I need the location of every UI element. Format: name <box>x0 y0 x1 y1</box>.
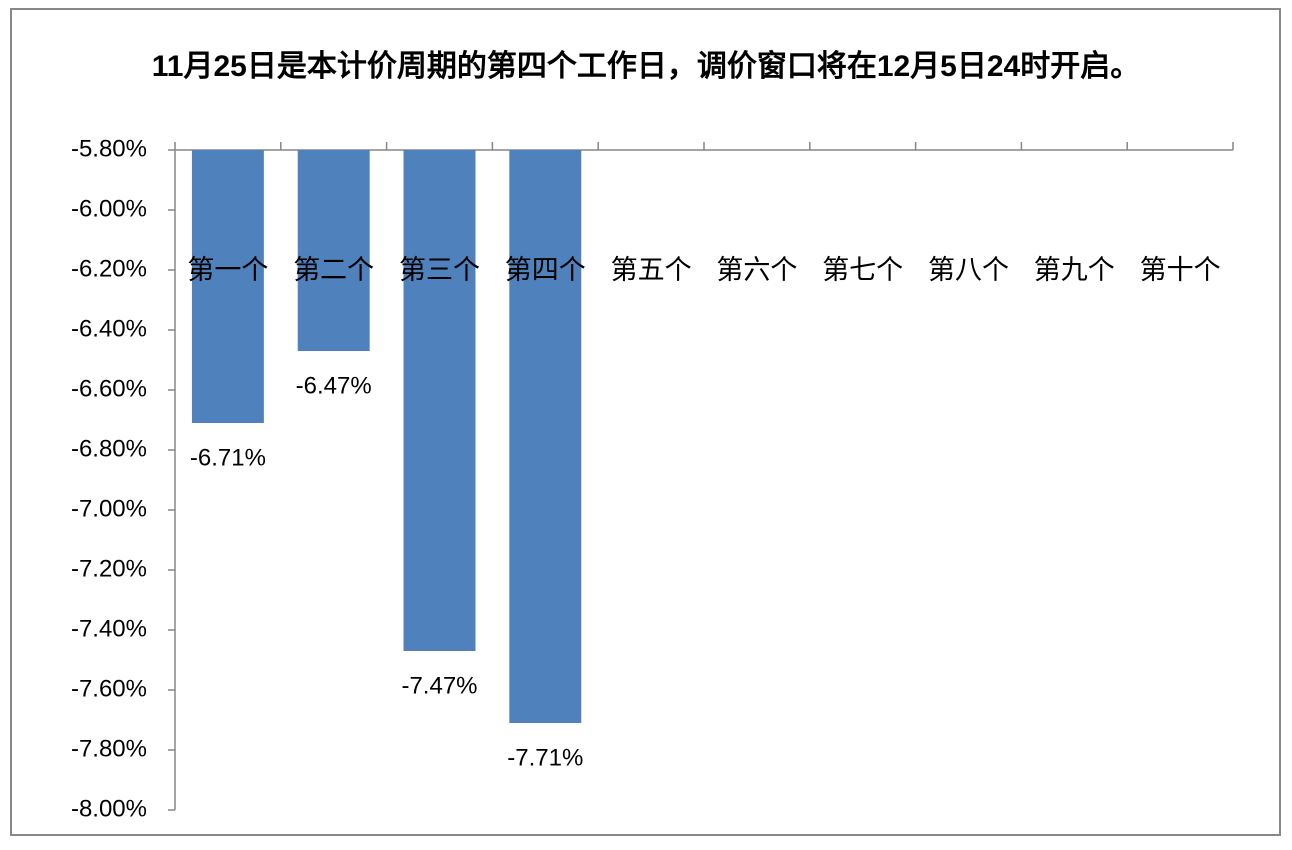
x-tick-label: 第十个 <box>1140 255 1221 285</box>
y-tick-label: -7.40% <box>71 615 147 642</box>
chart-title: 11月25日是本计价周期的第四个工作日，调价窗口将在12月5日24时开启。 <box>152 49 1141 83</box>
x-tick-label: 第三个 <box>399 255 480 285</box>
y-tick-label: -6.60% <box>71 375 147 402</box>
x-tick-label: 第九个 <box>1034 255 1115 285</box>
y-tick-label: -6.00% <box>71 195 147 222</box>
x-tick-label: 第七个 <box>822 255 903 285</box>
data-label: -6.47% <box>296 372 372 399</box>
bar <box>297 150 370 351</box>
y-tick-label: -7.60% <box>71 675 147 702</box>
y-tick-label: -6.40% <box>71 315 147 342</box>
bar <box>191 150 264 423</box>
data-label: -6.71% <box>190 444 266 471</box>
y-tick-label: -6.20% <box>71 255 147 282</box>
y-tick-label: -7.80% <box>71 735 147 762</box>
x-tick-label: 第五个 <box>611 255 692 285</box>
x-tick-label: 第六个 <box>716 255 797 285</box>
x-tick-label: 第四个 <box>505 255 586 285</box>
y-tick-label: -7.20% <box>71 555 147 582</box>
bar <box>403 150 476 651</box>
y-tick-label: -7.00% <box>71 495 147 522</box>
y-tick-label: -5.80% <box>71 135 147 162</box>
x-tick-label: 第二个 <box>293 255 374 285</box>
x-tick-label: 第八个 <box>928 255 1009 285</box>
data-label: -7.47% <box>401 672 477 699</box>
x-tick-label: 第一个 <box>187 255 268 285</box>
y-tick-label: -8.00% <box>71 795 147 822</box>
bar <box>509 150 582 723</box>
y-tick-label: -6.80% <box>71 435 147 462</box>
data-label: -7.71% <box>507 744 583 771</box>
